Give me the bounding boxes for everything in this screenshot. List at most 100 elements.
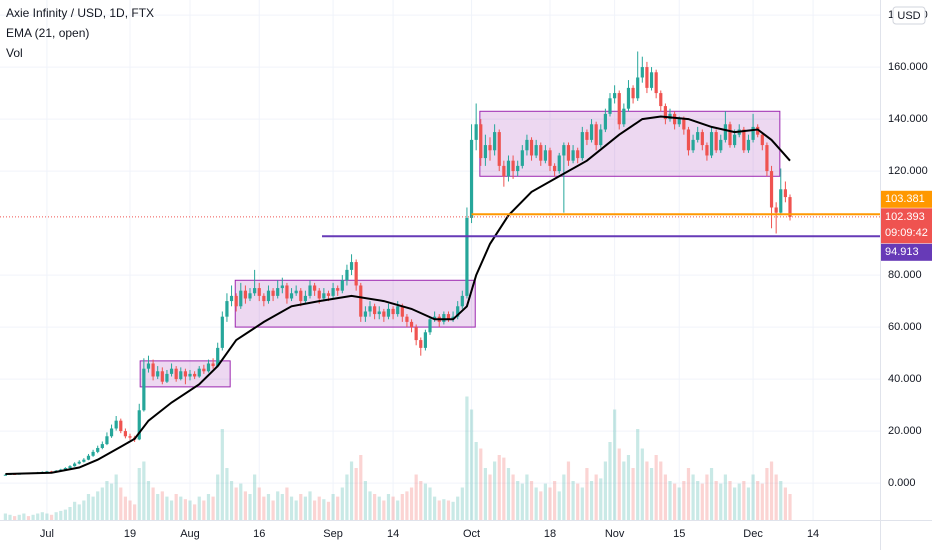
volume-bar	[211, 496, 215, 520]
volume-bar	[636, 429, 640, 520]
volume-bar	[737, 483, 741, 520]
candle-body	[197, 368, 201, 377]
volume-bar	[331, 494, 335, 520]
volume-bar	[266, 494, 271, 520]
volume-bar	[73, 501, 77, 520]
candle-body	[409, 321, 414, 328]
x-tick-label: 19	[124, 528, 136, 540]
candle-body	[446, 314, 451, 320]
x-tick-label: Oct	[463, 528, 480, 540]
candle-body	[659, 93, 663, 107]
volume-bar	[169, 500, 174, 520]
y-tick-label: 80.000	[888, 269, 922, 281]
price-badge	[881, 190, 932, 208]
indicator-label: Vol	[6, 46, 23, 60]
candle-body	[603, 113, 607, 130]
candle-body	[594, 124, 598, 146]
candle-body	[400, 306, 404, 317]
candle-body	[719, 139, 723, 151]
countdown-label: 09:09:42	[885, 227, 928, 239]
volume-bar	[543, 483, 547, 520]
candle-body	[613, 93, 617, 99]
candle-body	[585, 132, 589, 140]
candle-body	[160, 371, 164, 382]
volume-bar	[488, 474, 492, 520]
volume-bar	[317, 496, 321, 520]
candle-body	[714, 132, 718, 151]
candle-body	[728, 124, 732, 146]
candle-body	[313, 285, 317, 291]
candle-body	[340, 280, 344, 291]
volume-bar	[640, 448, 644, 520]
candle-body	[779, 189, 783, 213]
volume-bar	[313, 500, 317, 520]
volume-bar	[336, 496, 340, 520]
candle-body	[414, 327, 418, 341]
candle-body	[193, 373, 197, 377]
x-tick-label: Dec	[743, 528, 763, 540]
volume-bar	[405, 491, 409, 520]
candle-body	[608, 98, 612, 114]
volume-bar	[26, 516, 31, 520]
volume-bar	[746, 487, 751, 520]
volume-bar	[91, 496, 95, 520]
volume-bar	[446, 500, 451, 520]
candle-body	[543, 150, 547, 161]
volume-bar	[479, 448, 483, 520]
candle-body	[617, 93, 621, 125]
volume-bar	[326, 501, 331, 520]
volume-bar	[68, 507, 72, 520]
volume-bar	[8, 514, 12, 520]
volume-bar	[400, 494, 404, 520]
candle-body	[308, 285, 312, 296]
candle-body	[548, 150, 552, 166]
candle-body	[705, 145, 709, 156]
volume-bar	[686, 468, 691, 520]
currency-box[interactable]	[892, 6, 926, 25]
candle-body	[326, 293, 331, 296]
y-tick-label: 120.000	[888, 165, 928, 177]
candle-body	[100, 444, 104, 448]
currency-label[interactable]: USD	[897, 10, 920, 22]
volume-bar	[165, 496, 169, 520]
candle-body	[280, 285, 284, 289]
candle-body	[497, 132, 501, 166]
candle-body	[502, 165, 506, 177]
volume-bar	[123, 496, 127, 520]
candle-body	[751, 126, 755, 140]
volume-bar	[243, 491, 247, 520]
candle-body	[91, 451, 95, 456]
price-badge-label: 94.913	[885, 246, 919, 258]
candle-body	[756, 126, 760, 135]
candle-body	[183, 371, 187, 377]
ema-line	[5, 115, 791, 475]
candle-body	[63, 468, 67, 470]
candle-body	[631, 87, 635, 99]
candle-body	[114, 420, 118, 429]
candle-body	[686, 129, 691, 151]
price-badge-label: 103.381	[885, 193, 925, 205]
candle-body	[760, 134, 764, 146]
volume-bar	[571, 481, 575, 520]
volume-bar	[682, 481, 686, 520]
volume-bar	[22, 513, 26, 520]
volume-bar	[202, 500, 206, 520]
price-badge	[881, 243, 932, 261]
volume-bar	[460, 487, 464, 520]
volume-bar	[769, 461, 774, 520]
volume-bar	[142, 461, 146, 520]
candle-body	[363, 311, 367, 317]
volume-bar	[13, 516, 17, 520]
volume-bar	[553, 481, 557, 520]
volume-bar	[382, 500, 386, 520]
volume-bar	[109, 483, 114, 520]
volume-bar	[197, 496, 201, 520]
candle-body	[677, 119, 681, 125]
volume-bar	[308, 491, 312, 520]
volume-bar	[239, 483, 243, 520]
candle-body	[465, 217, 469, 296]
volume-bar	[386, 494, 391, 520]
volume-bar	[276, 491, 280, 520]
volume-bar	[788, 494, 792, 520]
